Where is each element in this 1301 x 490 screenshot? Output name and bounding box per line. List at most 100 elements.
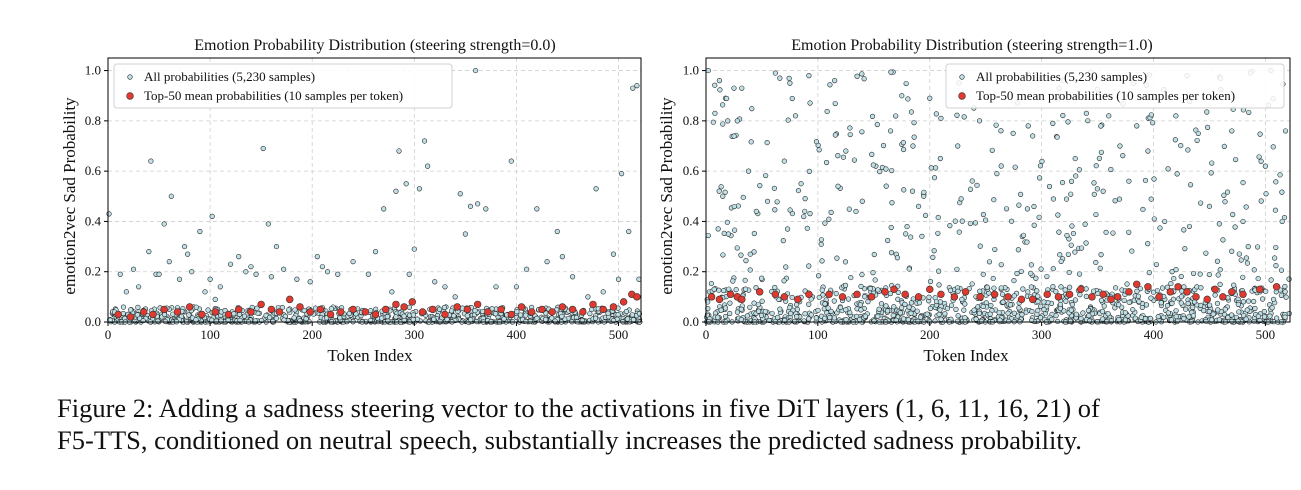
- top50-mean-point: [316, 305, 325, 314]
- all-probability-point: [176, 276, 183, 282]
- all-probability-point: [1281, 214, 1288, 221]
- all-probability-point: [1209, 160, 1215, 166]
- all-probability-point: [747, 267, 753, 273]
- all-probability-point: [1086, 318, 1093, 324]
- all-probability-point: [1008, 218, 1015, 224]
- axes-frame: [107, 57, 642, 323]
- all-probability-point: [720, 102, 726, 108]
- all-probability-point: [937, 155, 943, 162]
- all-probability-point: [1082, 221, 1088, 227]
- all-probability-point: [842, 282, 849, 288]
- all-probability-point: [1286, 310, 1292, 317]
- all-probability-point: [1100, 316, 1106, 322]
- top50-mean-point: [1155, 293, 1163, 301]
- all-probability-point: [816, 294, 822, 300]
- all-probability-point: [328, 306, 334, 312]
- all-probability-point: [1100, 188, 1106, 194]
- all-probability-point: [1060, 112, 1066, 119]
- all-probability-point: [813, 315, 819, 321]
- all-probability-point: [954, 266, 960, 272]
- all-probability-point: [414, 316, 421, 322]
- top50-mean-point: [1239, 290, 1247, 299]
- y-tick-label: 0.6: [85, 163, 102, 178]
- all-probability-point: [1228, 312, 1235, 318]
- all-probability-point: [832, 100, 838, 107]
- all-probability-point: [1208, 170, 1214, 176]
- all-probability-point: [1068, 191, 1074, 197]
- all-probability-point: [1206, 308, 1212, 315]
- all-probability-point: [468, 317, 474, 323]
- all-probability-point: [1057, 252, 1063, 258]
- all-probability-point: [716, 188, 722, 194]
- all-probability-point: [933, 165, 939, 171]
- all-probability-point: [1028, 284, 1034, 290]
- all-probability-point: [783, 264, 789, 270]
- caption-line-1: Figure 2: Adding a sadness steering vect…: [57, 393, 1100, 423]
- all-probability-point: [1142, 177, 1149, 184]
- x-tick-label: 0: [703, 327, 710, 342]
- top50-mean-point: [538, 305, 546, 314]
- top50-mean-point: [1114, 293, 1122, 301]
- all-probability-point: [740, 194, 746, 200]
- all-probability-point: [1078, 245, 1085, 251]
- all-probability-point: [807, 211, 813, 217]
- all-probability-point: [1261, 314, 1268, 320]
- top50-mean-point: [1219, 293, 1227, 301]
- all-probability-point: [795, 187, 802, 194]
- all-probability-point: [843, 307, 849, 313]
- top50-mean-point: [950, 293, 959, 301]
- all-probability-point: [938, 115, 944, 121]
- all-probability-point: [1126, 178, 1132, 184]
- all-probability-point: [189, 269, 195, 275]
- all-probability-point: [559, 254, 565, 260]
- all-probability-point: [900, 140, 906, 146]
- all-probability-point: [1231, 282, 1237, 288]
- all-probability-point: [827, 314, 833, 321]
- all-probability-point: [747, 251, 753, 257]
- all-probability-point: [980, 211, 986, 218]
- chart-right-svg: Emotion Probability Distribution (steeri…: [657, 37, 1292, 365]
- all-probability-point: [961, 114, 967, 120]
- top50-mean-point: [599, 305, 607, 314]
- all-probability-point: [549, 315, 555, 321]
- all-probability-point: [1108, 166, 1114, 173]
- all-probability-point: [1181, 227, 1187, 233]
- all-probability-point: [1091, 180, 1097, 186]
- all-probability-point: [935, 214, 941, 221]
- all-probability-point: [747, 304, 753, 310]
- all-probability-point: [1067, 318, 1074, 324]
- all-probability-point: [543, 316, 549, 323]
- all-probability-point: [161, 221, 167, 227]
- all-probability-point: [1112, 198, 1118, 204]
- all-probability-point: [972, 220, 979, 226]
- top50-mean-point: [794, 295, 802, 304]
- all-probability-point: [745, 168, 752, 174]
- all-probability-point: [1210, 311, 1216, 317]
- all-probability-point: [771, 185, 778, 191]
- all-probability-point: [712, 82, 718, 88]
- all-probability-point: [117, 271, 123, 277]
- legend-marker-mean: [958, 92, 966, 100]
- all-probability-point: [1185, 300, 1191, 307]
- all-probability-point: [1151, 216, 1157, 222]
- all-probability-point: [135, 304, 141, 310]
- all-probability-point: [335, 271, 341, 277]
- all-probability-point: [917, 314, 924, 320]
- all-probability-point: [1268, 277, 1274, 283]
- all-probability-point: [899, 93, 905, 99]
- all-probability-point: [859, 272, 865, 278]
- all-probability-point: [534, 206, 540, 212]
- all-probability-point: [763, 172, 769, 179]
- all-probability-point: [1261, 308, 1267, 315]
- all-probability-point: [396, 148, 402, 154]
- all-probability-point: [914, 308, 920, 314]
- all-probability-point: [1201, 308, 1207, 314]
- all-probability-point: [1137, 286, 1143, 292]
- all-probability-point: [346, 310, 352, 317]
- all-probability-point: [772, 207, 778, 213]
- all-probability-point: [845, 296, 852, 302]
- top50-mean-point: [1272, 283, 1281, 291]
- all-probability-point: [1054, 134, 1060, 140]
- all-probability-point: [1178, 273, 1184, 280]
- all-probability-point: [148, 158, 154, 164]
